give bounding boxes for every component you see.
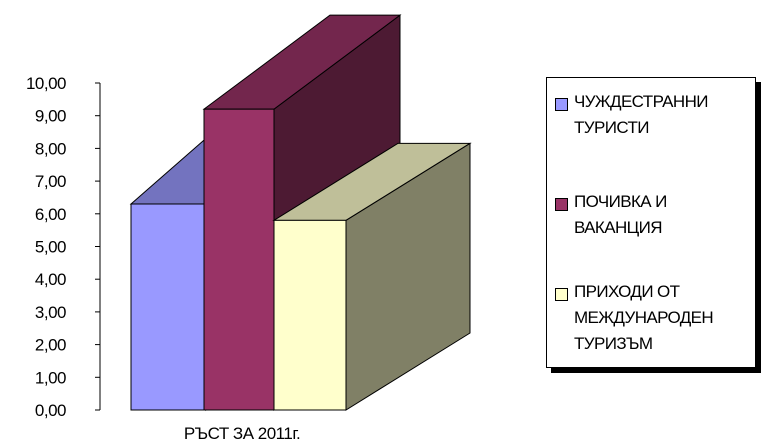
bar-2 — [272, 142, 472, 411]
legend-item-vacation: ПОЧИВКА И ВАКАНЦИЯ — [555, 192, 754, 241]
y-tick-label: 7,00 — [35, 172, 66, 191]
y-tick-label: 6,00 — [35, 205, 66, 224]
y-tick-label: 1,00 — [35, 368, 66, 387]
y-tick-label: 5,00 — [35, 238, 66, 257]
y-axis: 0,00 1,00 2,00 3,00 4,00 5,00 6,00 7,00 8,00 9,00… — [26, 74, 101, 420]
legend-label: ПОЧИВКА И ВАКАНЦИЯ — [574, 192, 667, 237]
x-category-label: РЪСТ ЗА 2011г. — [184, 424, 300, 443]
y-tick-label: 10,00 — [26, 74, 66, 93]
y-tick-label: 4,00 — [35, 270, 66, 289]
legend-item-income: ПРИХОДИ ОТ МЕЖДУНАРОДЕН ТУРИЗЪМ — [555, 282, 754, 357]
y-tick-label: 0,00 — [35, 401, 66, 420]
y-tick-label: 3,00 — [35, 303, 66, 322]
legend-swatch — [555, 288, 568, 301]
legend-label: ПРИХОДИ ОТ МЕЖДУНАРОДЕН ТУРИЗЪМ — [574, 282, 714, 353]
y-tick-label: 8,00 — [35, 139, 66, 158]
legend-label: ЧУЖДЕСТРАННИ ТУРИСТИ — [574, 92, 708, 137]
bar-front — [273, 219, 347, 411]
bars — [129, 14, 472, 412]
y-tick-label: 2,00 — [35, 336, 66, 355]
y-tick-label: 9,00 — [35, 107, 66, 126]
legend-item-foreign-tourists: ЧУЖДЕСТРАННИ ТУРИСТИ — [555, 92, 754, 141]
legend-swatch — [555, 198, 568, 211]
legend-swatch — [555, 98, 568, 111]
bar-front — [203, 108, 275, 411]
bar-front — [130, 203, 207, 411]
legend: ЧУЖДЕСТРАННИ ТУРИСТИ ПОЧИВКА И ВАКАНЦИЯ … — [546, 77, 756, 368]
